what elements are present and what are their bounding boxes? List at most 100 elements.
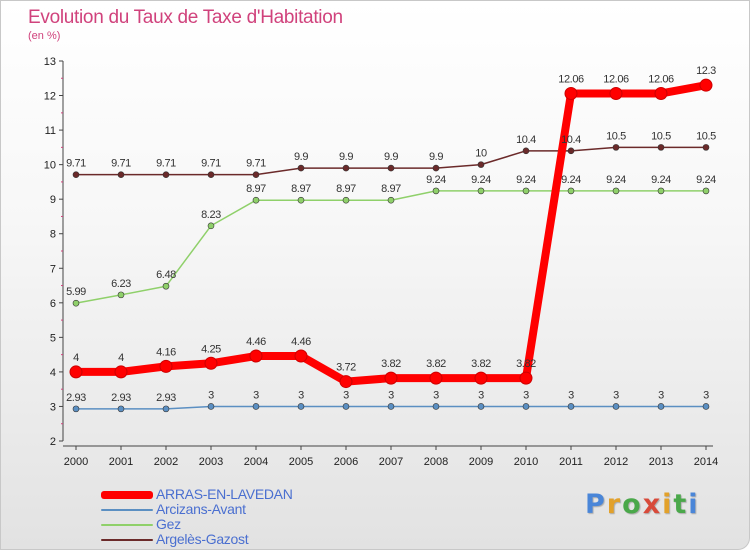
data-label-argel-s-gazost: 9.71 <box>201 158 221 170</box>
data-point-arcizans-avant <box>477 403 485 410</box>
data-label-argel-s-gazost: 10.4 <box>516 134 536 146</box>
data-label-arras-en-lavedan: 12.06 <box>558 73 584 85</box>
data-label-argel-s-gazost: 9.71 <box>111 158 131 170</box>
data-point-gez <box>117 291 125 299</box>
data-label-argel-s-gazost: 9.71 <box>246 158 266 170</box>
legend-swatch <box>101 509 153 511</box>
data-label-arcizans-avant: 3 <box>433 389 439 401</box>
legend-swatch <box>101 524 153 526</box>
data-label-argel-s-gazost: 9.71 <box>66 158 86 170</box>
data-label-arcizans-avant: 3 <box>478 389 484 401</box>
data-label-gez: 9.24 <box>471 174 491 186</box>
data-label-arcizans-avant: 3 <box>253 389 259 401</box>
axes: 2 3 4 5 6 7 8 9 10 11 12 13 2000 2001 2002 2003 2004 2005… <box>44 56 718 468</box>
data-point-arcizans-avant <box>72 405 80 413</box>
data-label-gez: 5.99 <box>66 286 86 298</box>
x-tick-label: 2009 <box>469 456 493 468</box>
data-point-arras-en-lavedan <box>699 78 713 92</box>
logo-letter: P <box>585 489 607 520</box>
data-label-arras-en-lavedan: 4.16 <box>156 346 176 358</box>
data-label-arras-en-lavedan: 4.46 <box>246 336 266 348</box>
data-point-argel-s-gazost <box>612 144 620 151</box>
x-tick-label: 2010 <box>514 456 538 468</box>
data-point-arras-en-lavedan <box>159 359 173 373</box>
legend-item-argel-s-gazost: Argelès-Gazost <box>101 531 401 547</box>
data-point-arcizans-avant <box>342 403 350 410</box>
x-tick-label: 2007 <box>379 456 403 468</box>
data-point-gez <box>432 187 440 195</box>
data-point-arcizans-avant <box>297 403 305 410</box>
chart-title: Evolution du Taux de Taxe d'Habitation <box>28 7 343 28</box>
data-point-argel-s-gazost <box>72 171 80 178</box>
data-point-argel-s-gazost <box>657 144 665 151</box>
data-label-arcizans-avant: 3 <box>208 389 214 401</box>
data-label-arcizans-avant: 3 <box>523 389 529 401</box>
data-point-argel-s-gazost <box>207 171 215 178</box>
x-tick-label: 2008 <box>424 456 448 468</box>
data-label-arcizans-avant: 3 <box>703 389 709 401</box>
data-label-gez: 8.97 <box>381 183 401 195</box>
data-label-arcizans-avant: 3 <box>388 389 394 401</box>
legend-label: ARRAS-EN-LAVEDAN <box>156 486 293 502</box>
data-label-gez: 9.24 <box>696 174 716 186</box>
data-label-arcizans-avant: 3 <box>658 389 664 401</box>
data-point-argel-s-gazost <box>522 147 530 155</box>
series-line-gez <box>75 190 707 304</box>
y-tick-label: 8 <box>50 229 56 241</box>
data-point-arras-en-lavedan <box>294 349 308 363</box>
data-point-arcizans-avant <box>387 403 395 410</box>
data-label-arras-en-lavedan: 12.06 <box>603 73 629 85</box>
data-label-gez: 8.97 <box>246 183 266 195</box>
data-label-argel-s-gazost: 10.4 <box>561 134 581 146</box>
logo-letter: i <box>662 489 674 520</box>
data-point-argel-s-gazost <box>342 164 350 172</box>
legend-label: Argelès-Gazost <box>156 531 249 547</box>
data-label-arcizans-avant: 2.93 <box>156 392 176 404</box>
data-point-argel-s-gazost <box>477 161 485 168</box>
data-label-argel-s-gazost: 10.5 <box>696 130 716 142</box>
data-point-argel-s-gazost <box>567 147 575 155</box>
logo-letter: o <box>622 489 643 520</box>
data-label-argel-s-gazost: 9.9 <box>384 151 398 163</box>
data-label-arras-en-lavedan: 4 <box>73 352 79 364</box>
data-point-gez <box>297 196 305 204</box>
x-tick-label: 2004 <box>244 456 268 468</box>
logo-letter: r <box>606 489 623 520</box>
data-point-arcizans-avant <box>657 403 665 410</box>
x-tick-label: 2012 <box>604 456 628 468</box>
y-tick-label: 5 <box>50 332 56 344</box>
x-tick-label: 2000 <box>64 456 88 468</box>
data-label-gez: 8.23 <box>201 209 221 221</box>
data-label-gez: 9.24 <box>651 174 671 186</box>
data-point-gez <box>522 187 530 195</box>
data-point-gez <box>477 187 485 195</box>
x-tick-label: 2006 <box>334 456 358 468</box>
data-point-argel-s-gazost <box>297 164 305 172</box>
data-point-arcizans-avant <box>702 403 710 410</box>
data-point-argel-s-gazost <box>702 144 710 151</box>
y-tick-label: 2 <box>50 436 56 448</box>
y-tick-label: 13 <box>44 56 56 68</box>
data-point-argel-s-gazost <box>432 164 440 172</box>
legend-swatch <box>101 539 153 541</box>
data-point-gez <box>657 187 665 195</box>
data-label-arras-en-lavedan: 4 <box>118 352 124 364</box>
data-label-arcizans-avant: 3 <box>613 389 619 401</box>
data-point-arras-en-lavedan <box>204 356 218 370</box>
legend-swatch <box>101 491 153 499</box>
data-point-argel-s-gazost <box>387 164 395 172</box>
proxiti-logo: Proxiti <box>585 489 700 520</box>
data-label-argel-s-gazost: 9.9 <box>294 151 308 163</box>
data-label-argel-s-gazost: 9.9 <box>339 151 353 163</box>
data-point-gez <box>342 196 350 204</box>
x-tick-label: 2014 <box>694 456 718 468</box>
data-label-gez: 6.48 <box>156 269 176 281</box>
x-tick-label: 2001 <box>109 456 133 468</box>
data-label-arras-en-lavedan: 3.82 <box>381 358 401 370</box>
data-point-argel-s-gazost <box>117 171 125 178</box>
data-point-arras-en-lavedan <box>339 375 353 389</box>
y-tick-label: 4 <box>50 367 56 379</box>
data-label-argel-s-gazost: 10 <box>475 148 487 160</box>
legend-item-gez: Gez <box>101 516 401 532</box>
